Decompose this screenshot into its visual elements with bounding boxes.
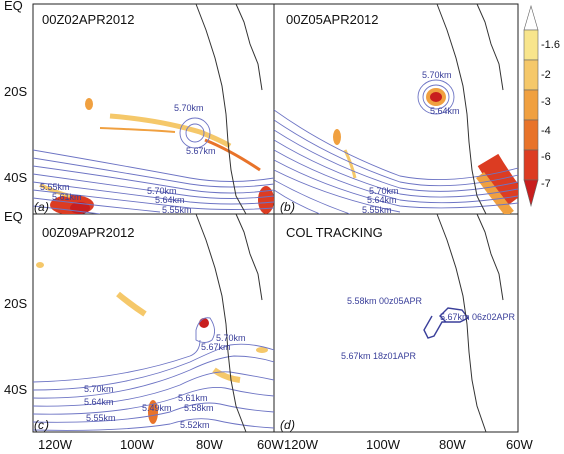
colorbar-tick-label: -3	[541, 96, 551, 108]
y-tick-label: 20S	[4, 296, 27, 311]
colorbar-segment	[523, 89, 539, 121]
panel-d-letter: d	[284, 418, 291, 432]
coastlines	[195, 3, 504, 433]
panel-c-contour-labels: 5.70km 5.67km 5.70km 5.64km 5.55km 5.49k…	[84, 333, 246, 430]
panel-a	[33, 98, 274, 214]
x-tick-label: 80W	[439, 437, 466, 452]
colorbar-tick-label: -4	[541, 125, 551, 137]
panel-b-contour-labels: 5.70km 5.64km 5.70km 5.64km 5.55km	[362, 70, 460, 215]
colorbar-tick-label: -2	[541, 69, 551, 81]
contour-label: 5.64km	[367, 195, 397, 205]
colorbar: -1.6 -2 -3 -4 -6 -7	[523, 4, 560, 208]
panel-c-letter: c	[38, 418, 44, 432]
contour-label: 5.70km	[84, 384, 114, 394]
x-tick-label: 80W	[196, 437, 223, 452]
contour-label: 5.64km	[155, 195, 185, 205]
panel-a-contours	[33, 117, 274, 214]
panel-b-letter: b	[284, 200, 291, 214]
panel-letter-paren: (	[34, 418, 40, 432]
panel-letter-paren: )	[43, 200, 49, 214]
contour-label: 5.70km	[147, 186, 177, 196]
contour-label: 5.70km	[369, 186, 399, 196]
panel-a-title: 00Z02APR2012	[42, 12, 135, 27]
panel-d	[423, 307, 470, 339]
x-tick-label: 120W	[38, 437, 73, 452]
panel-d-track-labels: 5.58km 00z05APR 5.67km 06z02APR 5.67km 1…	[341, 296, 516, 361]
contour-label: 5.61km	[178, 393, 208, 403]
x-tick-label: 60W	[506, 437, 533, 452]
track-label: 5.67km 06z02APR	[440, 312, 516, 322]
track-label: 5.58km 00z05APR	[347, 296, 423, 306]
contour-label: 5.67km	[186, 146, 216, 156]
contour-label: 5.55km	[40, 182, 70, 192]
contour-label: 5.55km	[362, 205, 392, 215]
colorbar-bottom-arrow	[523, 179, 539, 208]
y-tick-label: 20S	[4, 84, 27, 99]
contour-label: 5.64km	[84, 397, 114, 407]
contour-label: 5.61km	[52, 192, 82, 202]
y-tick-label: 40S	[4, 170, 27, 185]
panel-d-frame	[273, 213, 519, 433]
y-tick-label: EQ	[4, 209, 23, 224]
panel-b-title: 00Z05APR2012	[286, 12, 379, 27]
colorbar-segment	[523, 149, 539, 181]
x-tick-label: 100W	[366, 437, 401, 452]
contour-label: 5.64km	[430, 106, 460, 116]
panel-a-contour-labels: 5.70km 5.67km 5.55km 5.61km 5.70km 5.64k…	[40, 103, 216, 215]
contour-label: 5.49km	[142, 403, 172, 413]
panel-b	[274, 79, 518, 214]
panel-letter-paren: )	[43, 418, 49, 432]
panel-a-letter: a	[38, 200, 45, 214]
y-tick-label: EQ	[4, 0, 23, 13]
panel-c-contours	[33, 317, 274, 431]
panel-c	[33, 262, 274, 431]
y-tick-label: 40S	[4, 382, 27, 397]
contour-label: 5.70km	[174, 103, 204, 113]
contour-label: 5.58km	[184, 403, 214, 413]
contour-label: 5.70km	[216, 333, 246, 343]
colorbar-segment	[523, 59, 539, 91]
panel-letter-paren: (	[280, 418, 286, 432]
x-axis-labels: 120W 100W 80W 60W 120W 100W 80W 60W	[38, 437, 533, 452]
panel-a-frame	[32, 3, 275, 215]
contour-label: 5.67km	[201, 342, 231, 352]
panel-a-shading	[39, 98, 274, 214]
panel-letter-paren: )	[289, 418, 295, 432]
colorbar-tick-label: -7	[541, 178, 551, 190]
track-label: 5.67km 18z01APR	[341, 351, 417, 361]
panel-letter-paren: (	[34, 200, 40, 214]
col-track-path	[423, 307, 470, 339]
y-axis-labels: EQ 20S 40S EQ 20S 40S	[4, 0, 27, 397]
contour-label: 5.55km	[162, 205, 192, 215]
colorbar-segment	[523, 29, 539, 61]
panel-c-title: 00Z09APR2012	[42, 225, 135, 240]
panel-c-shading	[36, 262, 268, 424]
x-tick-label: 120W	[284, 437, 319, 452]
x-tick-label: 100W	[120, 437, 155, 452]
panel-c-frame	[32, 213, 275, 433]
contour-label: 5.55km	[86, 413, 116, 423]
panel-letter-paren: )	[289, 200, 295, 214]
contour-label: 5.70km	[422, 70, 452, 80]
x-tick-label: 60W	[257, 437, 284, 452]
colorbar-tick-label: -1.6	[541, 39, 560, 51]
contour-label: 5.52km	[180, 420, 210, 430]
colorbar-segment	[523, 119, 539, 151]
panel-d-title: COL TRACKING	[286, 225, 383, 240]
colorbar-tick-label: -6	[541, 151, 551, 163]
colorbar-top-arrow	[523, 4, 539, 31]
panel-letter-paren: (	[280, 200, 286, 214]
